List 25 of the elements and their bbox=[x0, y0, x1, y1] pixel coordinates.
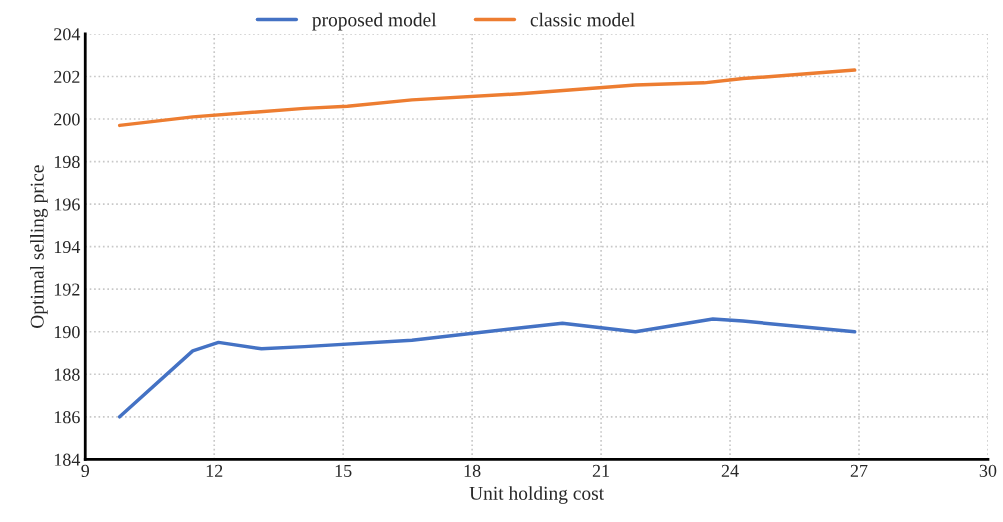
x-tick-label: 9 bbox=[81, 464, 90, 477]
x-tick-label: 27 bbox=[850, 464, 868, 477]
y-tick-label: 194 bbox=[54, 240, 81, 254]
y-tick-label: 188 bbox=[54, 368, 80, 381]
x-tick-label: 30 bbox=[979, 464, 997, 477]
x-tick-label: 18 bbox=[464, 464, 481, 477]
line-series bbox=[117, 317, 857, 419]
x-tick-label: 24 bbox=[721, 464, 739, 477]
y-tick-label: 190 bbox=[54, 325, 80, 339]
y-tick-label: 204 bbox=[54, 28, 81, 41]
y-tick-label: 202 bbox=[54, 70, 80, 83]
y-tick-label: 186 bbox=[54, 411, 80, 424]
x-axis-title: Unit holding cost bbox=[469, 486, 605, 504]
y-tick-label: 184 bbox=[54, 453, 81, 466]
y-tick-label: 192 bbox=[54, 283, 80, 296]
line-series bbox=[117, 68, 857, 128]
legend-label: proposed model bbox=[312, 12, 437, 31]
x-tick-label: 15 bbox=[335, 464, 352, 477]
legend-label: classic model bbox=[530, 12, 635, 27]
y-axis-title: Optimal selling price bbox=[30, 165, 48, 328]
y-tick-label: 198 bbox=[54, 155, 80, 168]
x-tick-label: 12 bbox=[206, 464, 223, 477]
y-tick-label: 200 bbox=[54, 113, 80, 126]
y-tick-label: 196 bbox=[54, 198, 80, 211]
x-tick-label: 21 bbox=[592, 464, 610, 477]
